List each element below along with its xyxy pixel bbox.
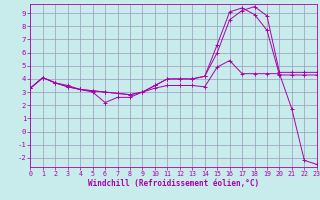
X-axis label: Windchill (Refroidissement éolien,°C): Windchill (Refroidissement éolien,°C) <box>88 179 259 188</box>
